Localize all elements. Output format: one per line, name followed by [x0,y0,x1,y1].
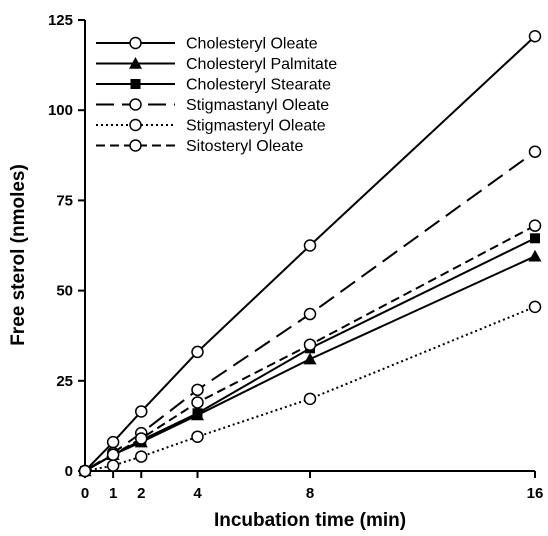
data-point [192,408,203,419]
series-stigmastanyl-oleate [78,145,542,478]
legend-marker [130,79,141,89]
data-point [191,383,204,397]
data-point [528,300,542,314]
legend-marker [129,118,142,132]
x-axis-title: Incubation time (min) [214,510,406,531]
legend-label: Cholesteryl Palmitate [186,56,337,73]
data-point [135,405,148,418]
legend-marker [129,57,142,69]
data-point [106,435,120,449]
legend-item: Stigmasteryl Oleate [96,118,326,135]
legend-item: Stigmastanyl Oleate [96,97,329,114]
data-point [528,219,542,232]
data-point [528,249,542,262]
legend: Cholesteryl Oleate Cholesteryl Palmitate C… [96,36,337,155]
y-tick-label: 75 [56,192,73,209]
x-tick-label: 16 [527,485,544,502]
x-tick-label: 2 [137,485,145,502]
data-point [191,396,204,409]
data-point [106,448,120,462]
data-point [303,307,317,321]
series-line [84,35,536,472]
series-line [84,305,536,472]
data-point [78,464,92,478]
plot-area [78,29,542,478]
data-point [530,233,540,244]
legend-marker [129,36,142,50]
data-point [135,450,148,463]
legend-label: Stigmasteryl Oleate [186,118,326,135]
legend-label: Sitosteryl Oleate [186,138,303,155]
legend-item: Sitosteryl Oleate [96,138,303,155]
legend-marker [129,98,142,111]
legend-label: Cholesteryl Oleate [186,36,318,53]
series-line [84,224,536,472]
x-tick-label: 4 [193,485,202,502]
y-axis-title: Free sterol (nmoles) [8,164,29,346]
axes: 0 25 50 75 100 125 0 1 2 4 8 16 [48,12,543,502]
x-tick-label: 0 [81,485,89,502]
legend-marker [129,139,142,152]
y-tick-label: 100 [48,102,73,119]
data-point [191,430,204,443]
data-point [528,29,542,43]
data-point [135,432,148,445]
series-stigmasteryl-oleate [78,300,542,478]
legend-label: Cholesteryl Stearate [186,77,331,94]
legend-item: Cholesteryl Palmitate [96,56,337,73]
data-point [528,145,542,158]
series-sitosteryl-oleate [78,219,542,478]
x-tick-label: 1 [109,485,117,502]
x-tick-label: 8 [306,485,314,502]
data-point [303,352,317,365]
legend-label: Stigmastanyl Oleate [186,97,329,114]
legend-item: Cholesteryl Stearate [96,77,331,94]
data-point [303,338,317,351]
y-tick-label: 0 [65,463,73,480]
data-point [191,345,204,359]
legend-item: Cholesteryl Oleate [96,36,318,53]
y-tick-label: 25 [56,373,73,390]
y-tick-label: 125 [48,12,73,29]
series-cholesteryl-palmitate [78,249,542,477]
y-tick-label: 50 [56,283,73,300]
data-point [303,239,317,252]
data-point [106,459,120,472]
data-point [303,392,317,406]
